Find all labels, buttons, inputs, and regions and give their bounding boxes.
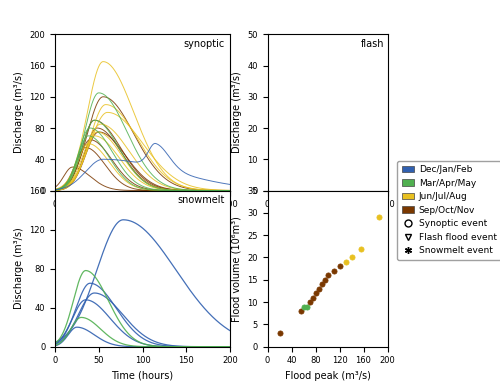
Point [330, 268, 338, 274]
Point [336, 263, 344, 269]
Point [300, 304, 308, 310]
Y-axis label: Discharge (m³/s): Discharge (m³/s) [14, 72, 24, 153]
Point [296, 308, 304, 314]
X-axis label: Time (hours): Time (hours) [112, 215, 174, 225]
Point [374, 214, 382, 220]
Point [302, 304, 310, 310]
Point [356, 245, 364, 251]
Text: flash: flash [360, 39, 384, 49]
Text: synoptic: synoptic [184, 39, 225, 49]
Point [342, 259, 349, 265]
Point [276, 330, 283, 336]
Point [290, 317, 298, 323]
X-axis label: Flood peak (m³/s): Flood peak (m³/s) [284, 371, 370, 381]
Point [296, 308, 304, 314]
Point [324, 272, 332, 279]
Point [306, 299, 314, 305]
Point [314, 286, 322, 292]
Point [318, 281, 326, 287]
Y-axis label: Discharge (m³/s): Discharge (m³/s) [14, 228, 24, 309]
Y-axis label: Flood volume (10⁶m³): Flood volume (10⁶m³) [232, 216, 241, 322]
Point [320, 277, 328, 283]
Point [294, 312, 302, 319]
Point [308, 295, 316, 301]
Point [348, 255, 356, 261]
X-axis label: Time (hours): Time (hours) [112, 371, 174, 381]
Legend: Dec/Jan/Feb, Mar/Apr/May, Jun/Jul/Aug, Sep/Oct/Nov, Synoptic event, Flash flood : Dec/Jan/Feb, Mar/Apr/May, Jun/Jul/Aug, S… [397, 161, 500, 260]
Text: snowmelt: snowmelt [178, 195, 225, 205]
Y-axis label: Discharge (m³/s): Discharge (m³/s) [232, 72, 241, 153]
X-axis label: Time (hours): Time (hours) [296, 215, 358, 225]
Point [338, 210, 346, 216]
Point [312, 290, 320, 296]
